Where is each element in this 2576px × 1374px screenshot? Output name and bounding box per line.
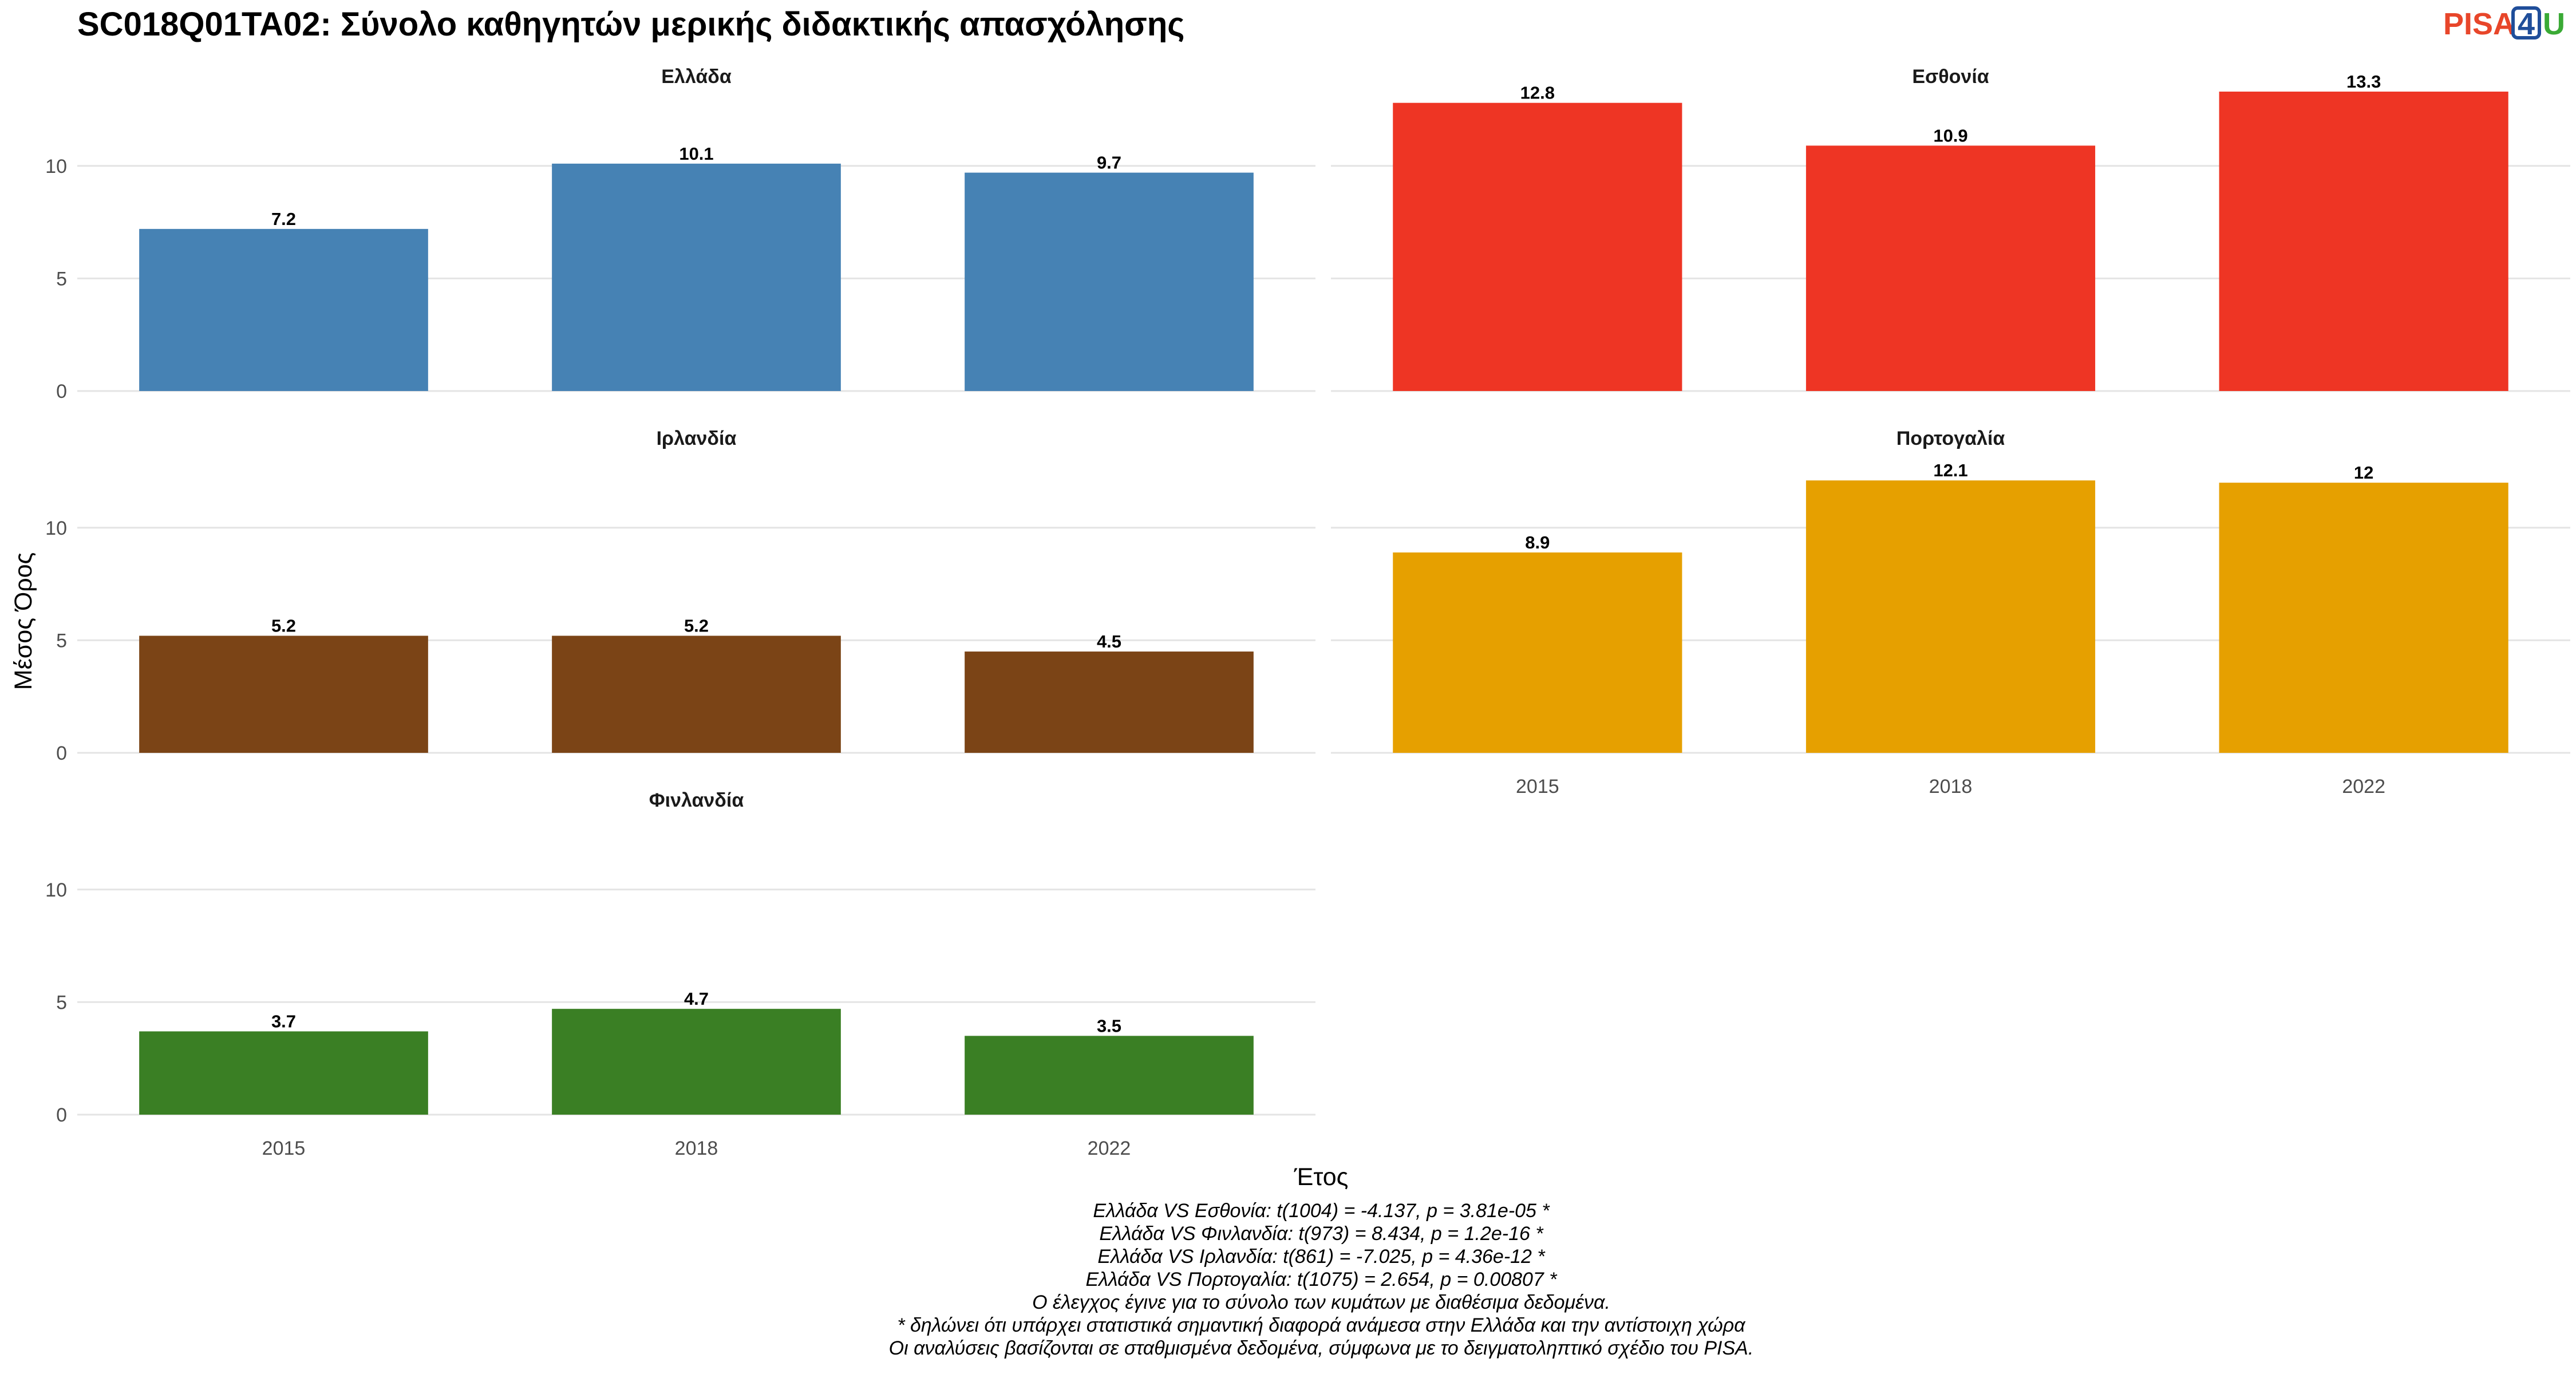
bar [139, 228, 428, 391]
bar-value-label: 9.7 [1097, 153, 1121, 173]
caption-line: Ελλάδα VS Πορτογαλία: t(1075) = 2.654, p… [1085, 1269, 1558, 1290]
facet-panel-0: Ελλάδα 0 5 10 7.2 10.1 9.7 [45, 66, 1315, 402]
facet-panel-1: Εσθονία 12.8 10.9 13.3 [1331, 66, 2570, 392]
bar [552, 163, 841, 391]
facet-title: Ιρλανδία [657, 428, 737, 449]
y-tick-label: 10 [45, 518, 67, 539]
x-tick-label: 2015 [1516, 776, 1559, 797]
y-tick-label: 0 [56, 743, 67, 764]
bar [1805, 480, 2096, 753]
facet-title: Ελλάδα [661, 66, 732, 88]
pisa4u-logo: PISA 4 U [2443, 6, 2565, 41]
bar-value-label: 10.1 [679, 144, 713, 164]
y-tick-label: 5 [56, 992, 67, 1013]
facet-panels: Ελλάδα 0 5 10 7.2 10.1 9.7 Εσθονία 12.8 10.9 13.3 Ι… [45, 66, 2570, 1159]
bar-value-label: 4.5 [1097, 631, 1121, 652]
logo-box [2511, 6, 2541, 40]
caption-line: Ελλάδα VS Ιρλανδία: t(861) = -7.025, p =… [1097, 1246, 1546, 1268]
logo-text-u: U [2543, 7, 2565, 41]
chart-title: SC018Q01TA02: Σύνολο καθηγητών μερικής δ… [77, 6, 1184, 43]
bar [965, 1036, 1254, 1115]
y-tick-label: 0 [56, 381, 67, 402]
bar-value-label: 3.5 [1097, 1016, 1121, 1036]
bar-value-label: 8.9 [1525, 532, 1550, 552]
y-tick-label: 0 [56, 1104, 67, 1126]
facet-title: Φινλανδία [649, 789, 744, 811]
facet-panel-4: Φινλανδία 0 5 10 3.7 4.7 3.5 2015 2018 2022 [45, 789, 1315, 1159]
bar [552, 1009, 841, 1115]
facet-panel-3: Πορτογαλία 8.9 12.1 12 2015 2018 2022 [1331, 428, 2570, 797]
bar-value-label: 13.3 [2346, 72, 2381, 92]
y-tick-label: 10 [45, 156, 67, 177]
y-tick-label: 5 [56, 268, 67, 290]
x-tick-label: 2018 [1929, 776, 1973, 797]
x-tick-label: 2022 [2342, 776, 2385, 797]
bar [139, 635, 428, 753]
bar [1393, 552, 1682, 753]
x-tick-label: 2015 [262, 1138, 306, 1159]
x-axis-title: Έτος [1294, 1163, 1349, 1191]
bar-value-label: 12.1 [1933, 460, 1967, 480]
bar [1805, 145, 2096, 391]
y-tick-label: 10 [45, 879, 67, 901]
x-tick-label: 2018 [675, 1138, 718, 1159]
caption-line: Οι αναλύσεις βασίζονται σε σταθμισμένα δ… [889, 1337, 1754, 1359]
logo-text-pisa: PISA [2443, 7, 2515, 41]
bar-value-label: 12 [2354, 463, 2373, 483]
bar [552, 635, 841, 753]
bar [139, 1031, 428, 1115]
bar-value-label: 5.2 [271, 616, 296, 636]
caption-line: Ελλάδα VS Φινλανδία: t(973) = 8.434, p =… [1099, 1223, 1544, 1245]
logo-text-4: 4 [2518, 7, 2535, 41]
bar [2219, 92, 2508, 391]
bar-value-label: 12.8 [1520, 83, 1555, 103]
x-tick-label: 2022 [1088, 1138, 1131, 1159]
y-tick-label: 5 [56, 630, 67, 652]
facet-title: Εσθονία [1912, 66, 1989, 88]
bar [965, 652, 1254, 753]
bar-value-label: 7.2 [271, 209, 296, 229]
facet-title: Πορτογαλία [1897, 428, 2005, 449]
bar-value-label: 4.7 [684, 989, 709, 1009]
facet-panel-2: Ιρλανδία 0 5 10 5.2 5.2 4.5 [45, 428, 1315, 764]
bar [2219, 483, 2508, 753]
bar [965, 172, 1254, 391]
bar-value-label: 10.9 [1933, 125, 1967, 145]
bar-value-label: 5.2 [684, 616, 709, 636]
caption-line: Ελλάδα VS Εσθονία: t(1004) = -4.137, p =… [1093, 1200, 1550, 1222]
caption: Ελλάδα VS Εσθονία: t(1004) = -4.137, p =… [889, 1200, 1754, 1359]
y-axis-title: Μέσος Όρος [10, 552, 37, 690]
caption-line: * δηλώνει ότι υπάρχει στατιστικά σημαντι… [897, 1314, 1746, 1336]
caption-line: Ο έλεγχος έγινε για το σύνολο των κυμάτω… [1032, 1292, 1610, 1313]
bar-value-label: 3.7 [271, 1012, 296, 1032]
bar [1393, 102, 1682, 391]
